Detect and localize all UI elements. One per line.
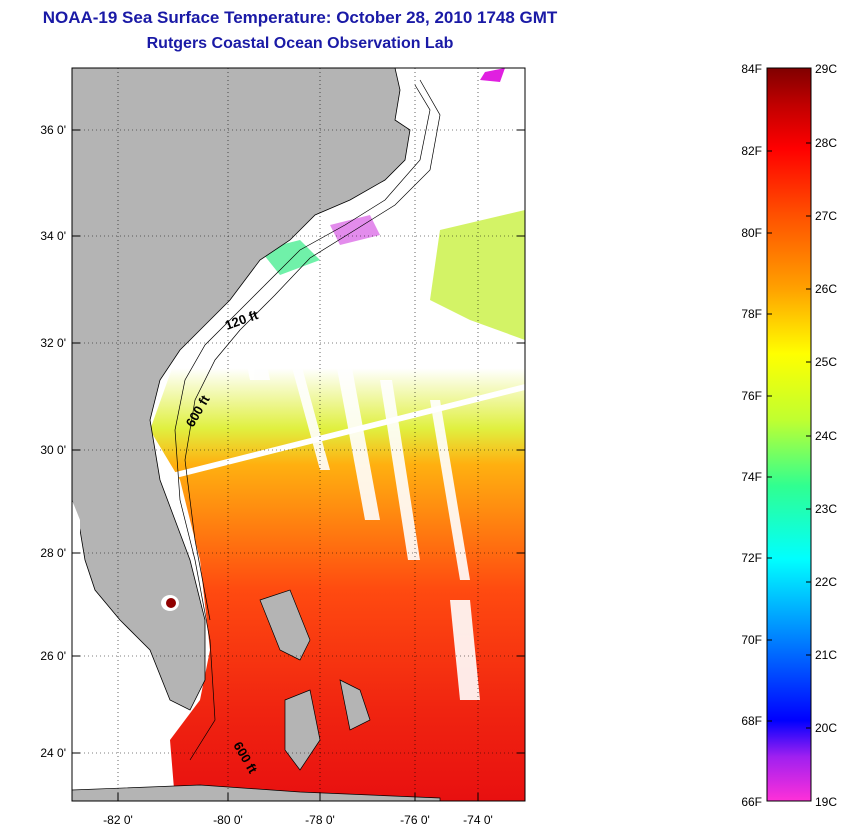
colorbar-f-label: 68F bbox=[741, 714, 762, 728]
colorbar-f-label: 84F bbox=[741, 62, 762, 76]
land-mass-bahamas bbox=[259, 589, 311, 661]
colorbar bbox=[766, 67, 812, 802]
bathymetry-contours bbox=[174, 79, 441, 761]
lon-label: -74 0' bbox=[463, 813, 493, 827]
colorbar-c-label: 23C bbox=[815, 502, 837, 516]
lat-label: 24 0' bbox=[40, 746, 66, 760]
lat-label: 30 0' bbox=[40, 443, 66, 457]
cloud-mask bbox=[240, 330, 480, 700]
lat-label: 36 0' bbox=[40, 123, 66, 137]
colorbar-c-label: 22C bbox=[815, 575, 837, 589]
map-panel: 120 ft 600 ft 600 ft bbox=[72, 68, 525, 801]
colorbar-c-label: 19C bbox=[815, 795, 837, 809]
colorbar-c-label: 25C bbox=[815, 355, 837, 369]
colorbar-f-label: 72F bbox=[741, 551, 762, 565]
lat-label: 34 0' bbox=[40, 229, 66, 243]
lat-label: 32 0' bbox=[40, 336, 66, 350]
latitude-labels: 36 0' 34 0' 32 0' 30 0' 28 0' 26 0' 24 0… bbox=[40, 123, 66, 760]
map-frame bbox=[71, 67, 526, 802]
longitude-labels: -82 0' -80 0' -78 0' -76 0' -74 0' bbox=[103, 813, 493, 827]
colorbar-f-label: 70F bbox=[741, 633, 762, 647]
colorbar-f-label: 80F bbox=[741, 226, 762, 240]
map-title: NOAA-19 Sea Surface Temperature: October… bbox=[42, 8, 558, 27]
colorbar-c-label: 27C bbox=[815, 209, 837, 223]
lon-label: -78 0' bbox=[305, 813, 335, 827]
lat-label: 26 0' bbox=[40, 649, 66, 663]
lon-label: -80 0' bbox=[213, 813, 243, 827]
colorbar-c-label: 21C bbox=[815, 648, 837, 662]
map-subtitle: Rutgers Coastal Ocean Observation Lab bbox=[146, 35, 454, 52]
colorbar-f-label: 78F bbox=[741, 307, 762, 321]
axis-ticks bbox=[72, 129, 525, 801]
colorbar-f-label: 76F bbox=[741, 389, 762, 403]
colorbar-f-label: 74F bbox=[741, 470, 762, 484]
swath-gap bbox=[160, 384, 525, 482]
lon-label: -76 0' bbox=[400, 813, 430, 827]
land-mass-cuba bbox=[72, 784, 441, 801]
colorbar-fahrenheit-labels: 84F 82F 80F 78F 76F 74F 72F 70F 68F 66F bbox=[741, 62, 762, 809]
colorbar-f-label: 66F bbox=[741, 795, 762, 809]
sst-field bbox=[150, 200, 525, 801]
colorbar-c-label: 28C bbox=[815, 136, 837, 150]
colorbar-c-label: 20C bbox=[815, 721, 837, 735]
colorbar-celsius-labels: 29C 28C 27C 26C 25C 24C 23C 22C 21C 20C … bbox=[815, 62, 837, 809]
colorbar-f-label: 82F bbox=[741, 144, 762, 158]
colorbar-c-label: 29C bbox=[815, 62, 837, 76]
colorbar-c-label: 24C bbox=[815, 429, 837, 443]
lat-label: 28 0' bbox=[40, 546, 66, 560]
colorbar-ticks bbox=[767, 142, 811, 729]
colorbar-c-label: 26C bbox=[815, 282, 837, 296]
land-mass-us bbox=[72, 68, 411, 711]
lon-label: -82 0' bbox=[103, 813, 133, 827]
